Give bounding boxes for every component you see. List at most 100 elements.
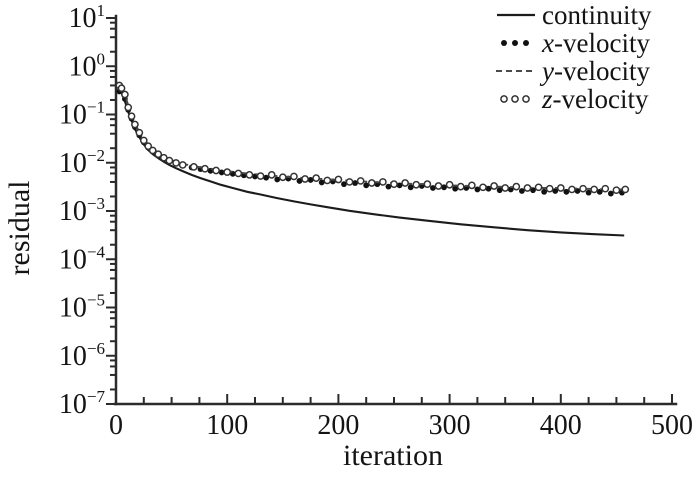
data-point-circle	[267, 171, 276, 179]
y-tick-label: 101	[69, 1, 106, 34]
data-point-dot	[218, 169, 225, 176]
data-point-circle	[356, 177, 365, 185]
x-tick-label: 100	[206, 410, 248, 441]
legend-marker-dashed-line-icon	[494, 57, 542, 85]
y-tick-label: 10−7	[59, 387, 106, 420]
legend-marker-filled-dots-icon	[494, 29, 542, 57]
data-point-circle	[467, 181, 476, 190]
data-point-dot	[518, 188, 525, 194]
data-point-dot	[474, 186, 481, 193]
data-point-circle	[148, 146, 157, 155]
y-tick-label: 10−2	[59, 146, 105, 179]
x-tick-label: 300	[429, 410, 471, 441]
y-tick-label: 10−3	[59, 194, 105, 227]
data-point-circle	[612, 186, 621, 195]
data-point-circle	[401, 179, 409, 187]
axes	[113, 14, 678, 406]
data-point-circle	[165, 156, 174, 165]
data-point-circle	[601, 184, 610, 193]
x-axis-title: iteration	[343, 439, 443, 472]
data-point-circle	[223, 168, 232, 176]
data-point-circle	[523, 184, 532, 192]
legend-item-y-velocity: y-velocity	[494, 57, 700, 85]
series-z-velocity	[115, 81, 630, 195]
data-point-dot	[585, 189, 592, 196]
data-point-circle	[172, 159, 180, 167]
data-point-circle	[501, 184, 510, 192]
data-point-circle	[568, 185, 576, 194]
data-point-circle	[121, 90, 129, 99]
data-point-dot	[596, 188, 603, 195]
data-point-circle	[423, 180, 432, 189]
data-point-dot	[541, 188, 548, 195]
data-point-circle	[412, 180, 421, 189]
data-point-dot	[574, 188, 581, 194]
data-point-circle	[312, 174, 321, 182]
data-point-circle	[579, 184, 587, 193]
data-point-circle	[189, 163, 198, 171]
data-point-dot	[441, 184, 447, 191]
data-point-circle	[144, 142, 153, 151]
data-point-dot	[396, 182, 403, 189]
data-point-circle	[117, 84, 126, 93]
data-point-circle	[434, 182, 443, 190]
data-point-circle	[390, 180, 398, 189]
legend: continuity x-velocity y-velocity z-veloc…	[494, 1, 700, 113]
x-tick-label: 500	[651, 410, 693, 441]
data-point-circle	[290, 172, 298, 181]
data-point-dot	[452, 185, 459, 192]
data-point-dot	[296, 178, 303, 184]
x-tick-label: 200	[317, 410, 359, 441]
data-point-dot	[263, 174, 270, 181]
data-point-circle	[301, 175, 309, 183]
x-tick-label: 400	[540, 410, 582, 441]
legend-item-x-velocity: x-velocity	[494, 29, 700, 57]
data-point-circle	[178, 161, 187, 169]
data-point-dot	[496, 187, 503, 194]
data-point-circle	[556, 184, 565, 192]
data-point-circle	[367, 179, 376, 187]
data-point-circle	[201, 164, 209, 173]
data-point-dot	[341, 181, 347, 188]
data-point-circle	[212, 166, 220, 175]
data-point-dot	[385, 183, 392, 190]
data-point-dot	[407, 184, 414, 191]
data-point-circle	[131, 120, 139, 129]
data-point-circle	[139, 136, 148, 145]
data-point-circle	[456, 182, 465, 191]
data-point-circle	[490, 182, 498, 190]
data-point-circle	[124, 103, 133, 112]
data-point-circle	[512, 182, 521, 191]
legend-item-z-velocity: z-velocity	[494, 85, 700, 113]
data-point-circle	[234, 169, 243, 178]
y-axis-title: residual	[3, 180, 36, 276]
data-point-dot	[530, 187, 536, 194]
legend-label-z-velocity: z-velocity	[542, 84, 649, 114]
data-point-dot	[563, 188, 570, 195]
data-point-circle	[256, 172, 265, 180]
data-point-dot	[352, 180, 358, 186]
data-point-circle	[127, 112, 136, 121]
data-point-circle	[545, 184, 554, 193]
data-point-dot	[274, 176, 281, 183]
data-point-circle	[479, 183, 487, 192]
data-point-circle	[154, 150, 163, 159]
y-tick-label: 10−5	[59, 291, 105, 324]
data-point-circle	[323, 176, 332, 185]
legend-label-continuity: continuity	[542, 0, 652, 30]
data-point-circle	[345, 178, 354, 186]
axis-ticks	[106, 17, 673, 405]
data-point-circle	[334, 175, 343, 184]
data-point-dot	[318, 179, 325, 186]
data-point-dot	[430, 185, 436, 191]
data-point-circle	[445, 180, 454, 189]
data-point-circle	[534, 183, 543, 192]
data-point-circle	[278, 173, 287, 182]
data-point-dot	[552, 188, 559, 194]
x-tick-label: 0	[109, 410, 123, 441]
y-tick-label: 10−6	[59, 339, 105, 372]
legend-label-x-velocity: x-velocity	[542, 28, 650, 58]
data-point-dot	[363, 182, 370, 189]
